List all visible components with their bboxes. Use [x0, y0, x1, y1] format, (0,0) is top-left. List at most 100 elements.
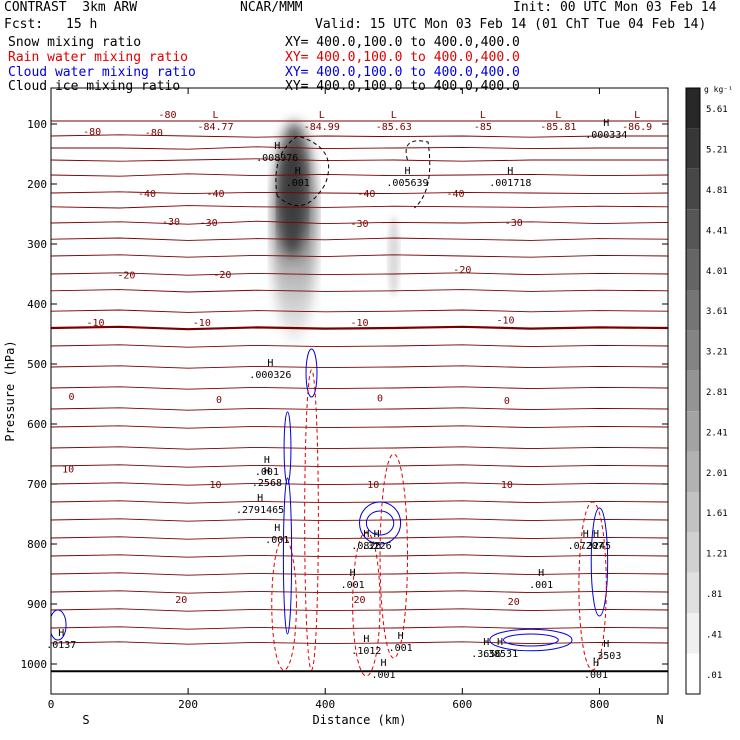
extremum-marker-25: H [483, 637, 489, 648]
colorbar-segment-10 [686, 492, 700, 533]
temperature-label-2: -80 [145, 128, 163, 139]
colorbar-label-8: 2.41 [706, 428, 728, 438]
extremum-marker-15: H [274, 523, 280, 534]
south-label: S [82, 713, 89, 727]
colorbar-label-14: .01 [706, 671, 722, 681]
header-fcst-label: Fcst: [4, 17, 44, 32]
x-axis-label: Distance (km) [313, 713, 407, 727]
temperature-label-4: -40 [207, 189, 225, 200]
extremum-marker-0: L [213, 110, 219, 121]
north-label: N [656, 713, 663, 727]
hydrometeor-contours [51, 135, 609, 677]
temperature-label-16: -10 [350, 318, 368, 329]
extremum-value-14: .2791465 [236, 505, 284, 516]
temperature-label-0: -80 [159, 110, 177, 121]
y-tick-label-6: 700 [27, 478, 47, 491]
extremum-marker-14: H [257, 493, 263, 504]
y-tick-label-5: 600 [27, 418, 47, 431]
colorbar-segment-2 [686, 168, 700, 210]
x-tick-label-0: 0 [48, 698, 55, 711]
temperature-label-24: 10 [367, 480, 379, 491]
extremum-value-18: .001 [341, 580, 365, 591]
extremum-value-1: -84.99 [304, 122, 340, 133]
temperature-contour-7 [51, 220, 668, 225]
temperature-contour-11 [51, 289, 668, 293]
extremum-marker-12: H [264, 466, 270, 477]
temperature-contour-9 [51, 254, 668, 258]
temperature-contour-17 [51, 407, 668, 411]
snow-plume-secondary [387, 216, 400, 296]
extremum-value-20: .3245 [581, 541, 611, 552]
temperature-label-14: -10 [87, 318, 105, 329]
y-tick-label-7: 800 [27, 538, 47, 551]
temperature-label-25: 10 [501, 480, 513, 491]
colorbar-segment-12 [686, 572, 700, 614]
temperature-contour-24 [51, 536, 668, 540]
extremum-marker-17: H [374, 529, 380, 540]
extremum-marker-16: H [363, 529, 369, 540]
extremum-marker-21: H [538, 568, 544, 579]
temperature-label-7: -30 [162, 217, 180, 228]
field-snow-name: Snow mixing ratio [8, 35, 142, 50]
extremum-marker-22: H [58, 628, 64, 639]
temperature-label-19: 0 [216, 395, 222, 406]
extremum-value-11: .000326 [249, 370, 291, 381]
temperature-contour-22 [51, 500, 668, 504]
temperature-label-9: -30 [350, 219, 368, 230]
temperature-contour-5 [51, 191, 668, 195]
temperature-contour-30 [51, 641, 668, 645]
x-tick-label-4: 800 [590, 698, 610, 711]
field-snow-xy: XY= 400.0,100.0 to 400.0,400.0 [285, 35, 520, 50]
extremum-marker-29: H [593, 658, 599, 669]
temperature-label-26: 20 [175, 595, 187, 606]
extremum-value-5: -86.9 [622, 122, 652, 133]
temperature-contour-29 [51, 626, 668, 630]
field-rain-name: Rain water mixing ratio [8, 50, 189, 65]
extremum-marker-2: L [391, 110, 397, 121]
hydrometeor-contour-7 [502, 633, 559, 647]
x-tick-label-3: 600 [452, 698, 472, 711]
extremum-value-10: .001718 [489, 178, 531, 189]
extremum-marker-5: L [634, 110, 640, 121]
y-tick-label-2: 300 [27, 238, 47, 251]
hydrometeor-contour-8 [51, 609, 67, 641]
temperature-label-18: 0 [69, 392, 75, 403]
temperature-contour-2 [51, 146, 668, 150]
extremum-value-26: .38531 [482, 649, 518, 660]
temperature-label-17: -10 [496, 316, 514, 327]
temperature-label-23: 10 [210, 480, 222, 491]
colorbar-label-4: 4.01 [706, 267, 728, 277]
hydrometeor-contour-3 [359, 501, 402, 545]
temperature-contour-21 [51, 482, 668, 486]
temperature-label-3: -40 [138, 189, 156, 200]
temperature-contours [51, 120, 668, 673]
colorbar-label-6: 3.21 [706, 348, 728, 358]
temperature-contour-8 [51, 237, 668, 241]
x-tick-label-2: 400 [315, 698, 335, 711]
extremum-value-16: .0826 [351, 541, 381, 552]
colorbar-segment-13 [686, 613, 700, 654]
extremum-marker-7: H [295, 166, 301, 177]
extremum-value-7: .001 [286, 178, 310, 189]
temperature-contour-12 [51, 309, 668, 313]
colorbar-label-10: 1.61 [706, 509, 728, 519]
temperature-contour-14 [51, 344, 668, 348]
temperature-contour-16 [51, 386, 668, 390]
colorbar-segment-7 [686, 370, 700, 412]
temperature-contour-4 [51, 173, 668, 177]
temperature-contour-3 [51, 158, 668, 162]
temperature-contour-27 [51, 590, 668, 594]
colorbar-segment-11 [686, 532, 700, 573]
extremum-marker-3: L [480, 110, 486, 121]
x-tick-label-1: 200 [178, 698, 198, 711]
temperature-label-22: 10 [62, 464, 74, 475]
temperature-label-27: 20 [353, 595, 365, 606]
extremum-value-29: .001 [584, 670, 608, 681]
colorbar-segment-14 [686, 653, 700, 694]
hydrometeor-contour-4 [365, 510, 395, 536]
cloud-ice-contour-0 [275, 135, 330, 206]
extremum-marker-26: H [497, 637, 503, 648]
